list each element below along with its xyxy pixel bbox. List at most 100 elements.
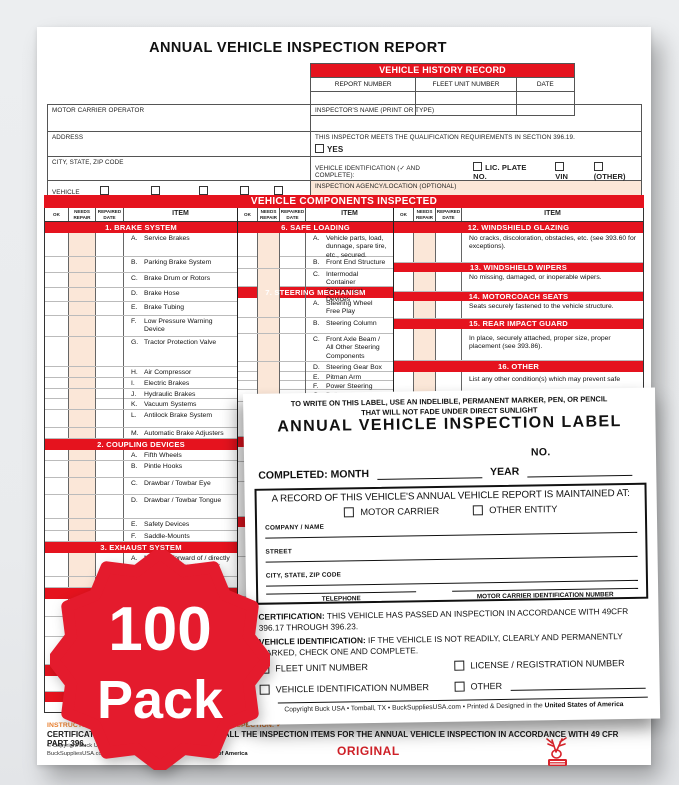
vehicle-id-option-checkbox [593, 162, 603, 171]
needs-repair-cell [69, 478, 96, 494]
item-cell: A. Steering Wheel Free Play [306, 298, 393, 317]
record-maintained-box: A RECORD OF THIS VEHICLE'S ANNUAL VEHICL… [254, 482, 649, 605]
item-text: Service Brakes [144, 235, 190, 242]
needs-repair-cell [258, 318, 280, 333]
repaired-date-cell [96, 531, 124, 542]
item-cell: F. Saddle-Mounts [124, 531, 237, 541]
ok-cell [45, 302, 69, 315]
company-name-field: COMPANY / NAME [265, 519, 638, 539]
item-cell: M. Automatic Brake Adjusters [124, 428, 237, 438]
repaired-date-cell [96, 519, 124, 530]
check-icon: ✓ [276, 722, 283, 729]
item-letter: J. [131, 391, 137, 398]
item-cell: B. Pintle Hooks [124, 461, 237, 477]
item-text: Low Pressure Warning Device [144, 318, 213, 334]
repaired-date-cell [436, 301, 462, 318]
needs-repair-cell [258, 233, 280, 261]
item-cell: No missing, damaged, or inoperable wiper… [462, 272, 643, 291]
component-row: E. Safety Devices [45, 519, 237, 531]
item-letter: L. [131, 412, 137, 419]
item-text: Power Steering [326, 383, 373, 390]
vehicle-identification-field: VEHICLE IDENTIFICATION (✓ AND COMPLETE):… [311, 157, 641, 181]
component-row: In place, securely attached, proper size… [394, 329, 643, 361]
needs-repair-cell [69, 273, 96, 287]
report-certification: CERTIFICATION: THIS VEHICLE HAS PASSED A… [47, 730, 619, 748]
item-letter: C. [131, 275, 138, 282]
needs-repair-cell [69, 316, 96, 336]
ok-cell [45, 273, 69, 287]
inspection-label-card: TO WRITE ON THIS LABEL, USE AN INDELIBLE… [243, 387, 661, 725]
item-letter: A. [313, 300, 320, 307]
item-cell: L. Antilock Brake System [124, 410, 237, 427]
item-letter: C. [131, 480, 138, 487]
item-letter: C. [313, 336, 320, 343]
ok-cell [45, 257, 69, 272]
label-id-option: OTHER [454, 679, 650, 692]
vehicle-type-option-checkbox [100, 186, 110, 195]
column-header: REPAIRED DATE [280, 208, 306, 221]
item-text: Fifth Wheels [144, 452, 182, 459]
component-row: E. Brake Tubing [45, 302, 237, 316]
item-cell: C. Drawbar / Towbar Eye [124, 478, 237, 494]
city-state-zip-field: CITY, STATE, ZIP CODE [48, 157, 311, 180]
item-letter: I. [131, 380, 135, 387]
needs-repair-cell [69, 428, 96, 439]
ok-cell [394, 329, 414, 360]
item-letter: B. [313, 259, 320, 266]
item-text: Vacuum Systems [144, 401, 197, 408]
column-header: OK [238, 208, 258, 221]
repaired-date-cell [436, 372, 462, 405]
item-letter: A. [313, 235, 320, 242]
item-letter: E. [131, 304, 138, 311]
component-row: A. Vehicle parts, load, dunnage, spare ti… [238, 233, 393, 261]
repaired-date-cell [96, 378, 124, 389]
item-letter: C. [313, 271, 320, 278]
ok-cell [238, 233, 258, 261]
report-title: ANNUAL VEHICLE INSPECTION REPORT [149, 40, 447, 56]
telephone-field: TELEPHONE [266, 587, 417, 603]
needs-repair-cell [414, 329, 436, 360]
completed-month-label: COMPLETED: MONTH [258, 468, 370, 482]
item-letter: D. [313, 364, 320, 371]
repaired-date-cell [96, 233, 124, 256]
ok-cell [238, 318, 258, 333]
column-header: NEEDS REPAIR [414, 208, 436, 221]
needs-repair-cell [69, 288, 96, 301]
record-options: MOTOR CARRIER OTHER ENTITY [257, 503, 645, 519]
item-cell: K. Vacuum Systems [124, 399, 237, 409]
item-text: Seats securely fastened to the vehicle s… [469, 303, 614, 310]
label-id-checkbox [454, 681, 465, 692]
motor-carrier-field: MOTOR CARRIER OPERATOR [48, 105, 311, 131]
ok-cell [394, 272, 414, 291]
needs-repair-cell [69, 378, 96, 389]
vehicle-id-option: (OTHER) [593, 162, 637, 181]
label-id-option: FLEET UNIT NUMBER [259, 661, 454, 674]
repaired-date-cell [96, 367, 124, 378]
item-cell: C. Front Axle Beam / All Other Steering C… [306, 334, 393, 361]
history-header: VEHICLE HISTORY RECORD [311, 64, 574, 77]
component-row: C. Front Axle Beam / All Other Steering C… [238, 334, 393, 362]
column-header: OK [45, 208, 69, 221]
item-cell: I. Electric Brakes [124, 378, 237, 388]
vehicle-id-label: VEHICLE IDENTIFICATION (✓ AND COMPLETE): [315, 165, 420, 179]
item-text: No missing, damaged, or inoperable wiper… [469, 274, 602, 281]
qualification-text: THIS INSPECTOR MEETS THE QUALIFICATION R… [315, 134, 575, 141]
item-cell: F. Low Pressure Warning Device [124, 316, 237, 336]
needs-repair-cell [69, 450, 96, 461]
street-blank-line [265, 549, 638, 563]
needs-repair-cell [69, 519, 96, 530]
item-cell: D. Brake Hose [124, 288, 237, 301]
needs-repair-cell [69, 553, 96, 576]
item-text: Hydraulic Brakes [144, 391, 196, 398]
history-column-header: FLEET UNIT NUMBER [416, 78, 517, 91]
column-header: NEEDS REPAIR [258, 208, 280, 221]
item-cell: B. Steering Column [306, 318, 393, 333]
component-row: J. Hydraulic Brakes [45, 389, 237, 400]
component-row: E. Pitman Arm [238, 372, 393, 383]
ok-cell [45, 577, 69, 588]
needs-repair-cell [258, 298, 280, 317]
ok-cell [45, 428, 69, 439]
label-vehicle-identification: VEHICLE IDENTIFICATION: IF THE VEHICLE I… [258, 631, 623, 658]
item-text: Antilock Brake System [144, 412, 212, 419]
item-text: Parking Brake System [144, 259, 212, 266]
